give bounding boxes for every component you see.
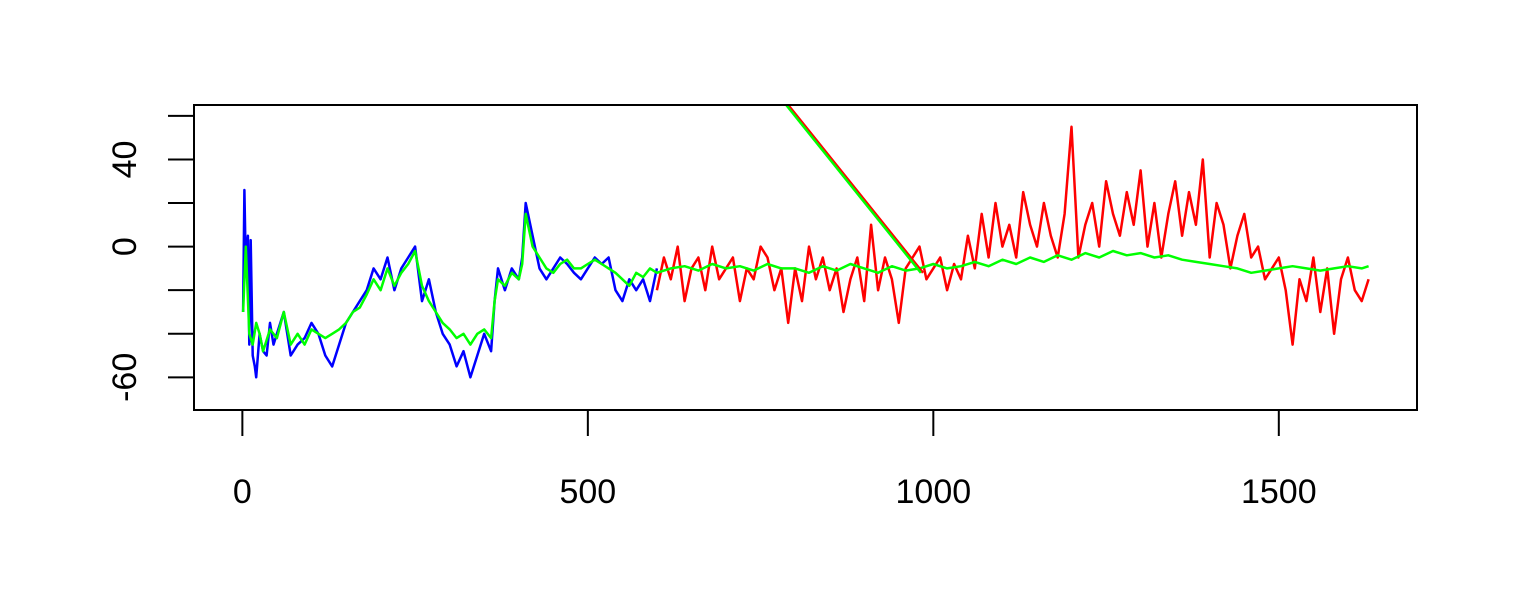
x-tick-label: 0 (233, 473, 252, 511)
series-line-2 (655, 125, 1370, 346)
series-line-3 (241, 212, 1369, 353)
x-tick-label: 1500 (1241, 473, 1317, 511)
series-line-1 (241, 188, 659, 379)
y-tick-label: 0 (106, 237, 144, 256)
y-tick-label: -60 (106, 353, 144, 402)
y-axis: -60 0 40 (106, 114, 195, 402)
series-layer (241, 105, 1370, 379)
y-tick-label: 40 (106, 141, 144, 179)
x-axis: 0 500 1000 1500 (233, 409, 1317, 511)
x-tick-label: 500 (559, 473, 616, 511)
series-line-5 (785, 105, 922, 274)
x-tick-label: 1000 (896, 473, 972, 511)
series-line-4 (787, 105, 924, 274)
